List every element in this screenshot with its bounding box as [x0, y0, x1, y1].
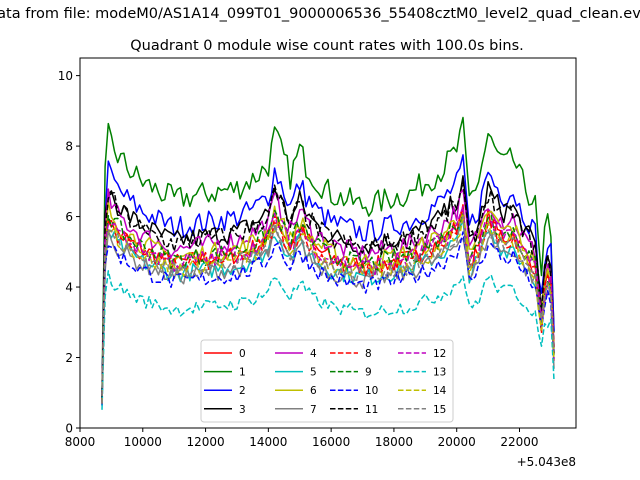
legend-label-5: 5 [310, 367, 317, 379]
x-tick-label: 14000 [249, 435, 287, 449]
series-line-12 [101, 205, 555, 403]
legend-label-10: 10 [365, 385, 378, 397]
y-tick-label: 6 [65, 210, 73, 224]
legend-label-11: 11 [365, 404, 378, 416]
x-tick-label: 8000 [65, 435, 96, 449]
series-layer [101, 116, 555, 410]
y-tick-label: 10 [58, 69, 73, 83]
legend-label-0: 0 [239, 348, 246, 360]
suptitle-text: Data from file: modeM0/AS1A14_099T01_900… [0, 6, 640, 22]
legend-label-7: 7 [310, 404, 317, 416]
legend-label-1: 1 [239, 367, 246, 379]
series-line-13 [101, 270, 555, 410]
y-tick-label: 0 [65, 422, 73, 436]
figure-suptitle: Data from file: modeM0/AS1A14_099T01_900… [0, 6, 640, 26]
series-line-6 [101, 200, 555, 402]
x-tick-label: 12000 [186, 435, 224, 449]
legend-label-3: 3 [239, 404, 246, 416]
legend-label-6: 6 [310, 385, 317, 397]
series-line-15 [101, 215, 555, 404]
series-line-4 [101, 188, 555, 401]
y-axis: 0 2 4 6 8 10 [58, 69, 80, 436]
legend-label-8: 8 [365, 348, 372, 360]
x-tick-label: 10000 [124, 435, 162, 449]
legend-label-4: 4 [310, 348, 317, 360]
legend-box [200, 339, 454, 423]
x-offset-label: +5.043e8 [517, 455, 576, 469]
legend-label-12: 12 [433, 348, 446, 360]
x-tick-label: 20000 [438, 435, 476, 449]
series-line-1 [101, 116, 555, 393]
plot-frame [79, 57, 577, 429]
legend-label-9: 9 [365, 367, 372, 379]
series-line-9 [101, 209, 555, 403]
series-line-11 [101, 181, 555, 400]
y-tick-label: 4 [65, 281, 73, 295]
legend-label-2: 2 [239, 385, 246, 397]
chart-title: Quadrant 0 module wise count rates with … [130, 38, 524, 54]
legend-label-13: 13 [433, 367, 446, 379]
legend-label-15: 15 [433, 404, 446, 416]
y-tick-label: 2 [65, 351, 73, 365]
x-tick-label: 16000 [312, 435, 350, 449]
legend-label-14: 14 [433, 385, 447, 397]
y-tick-label: 8 [65, 140, 73, 154]
x-axis: 8000 10000 12000 14000 16000 18000 20000 22000 [65, 428, 539, 449]
x-tick-label: 18000 [375, 435, 413, 449]
x-tick-label: 22000 [500, 435, 538, 449]
